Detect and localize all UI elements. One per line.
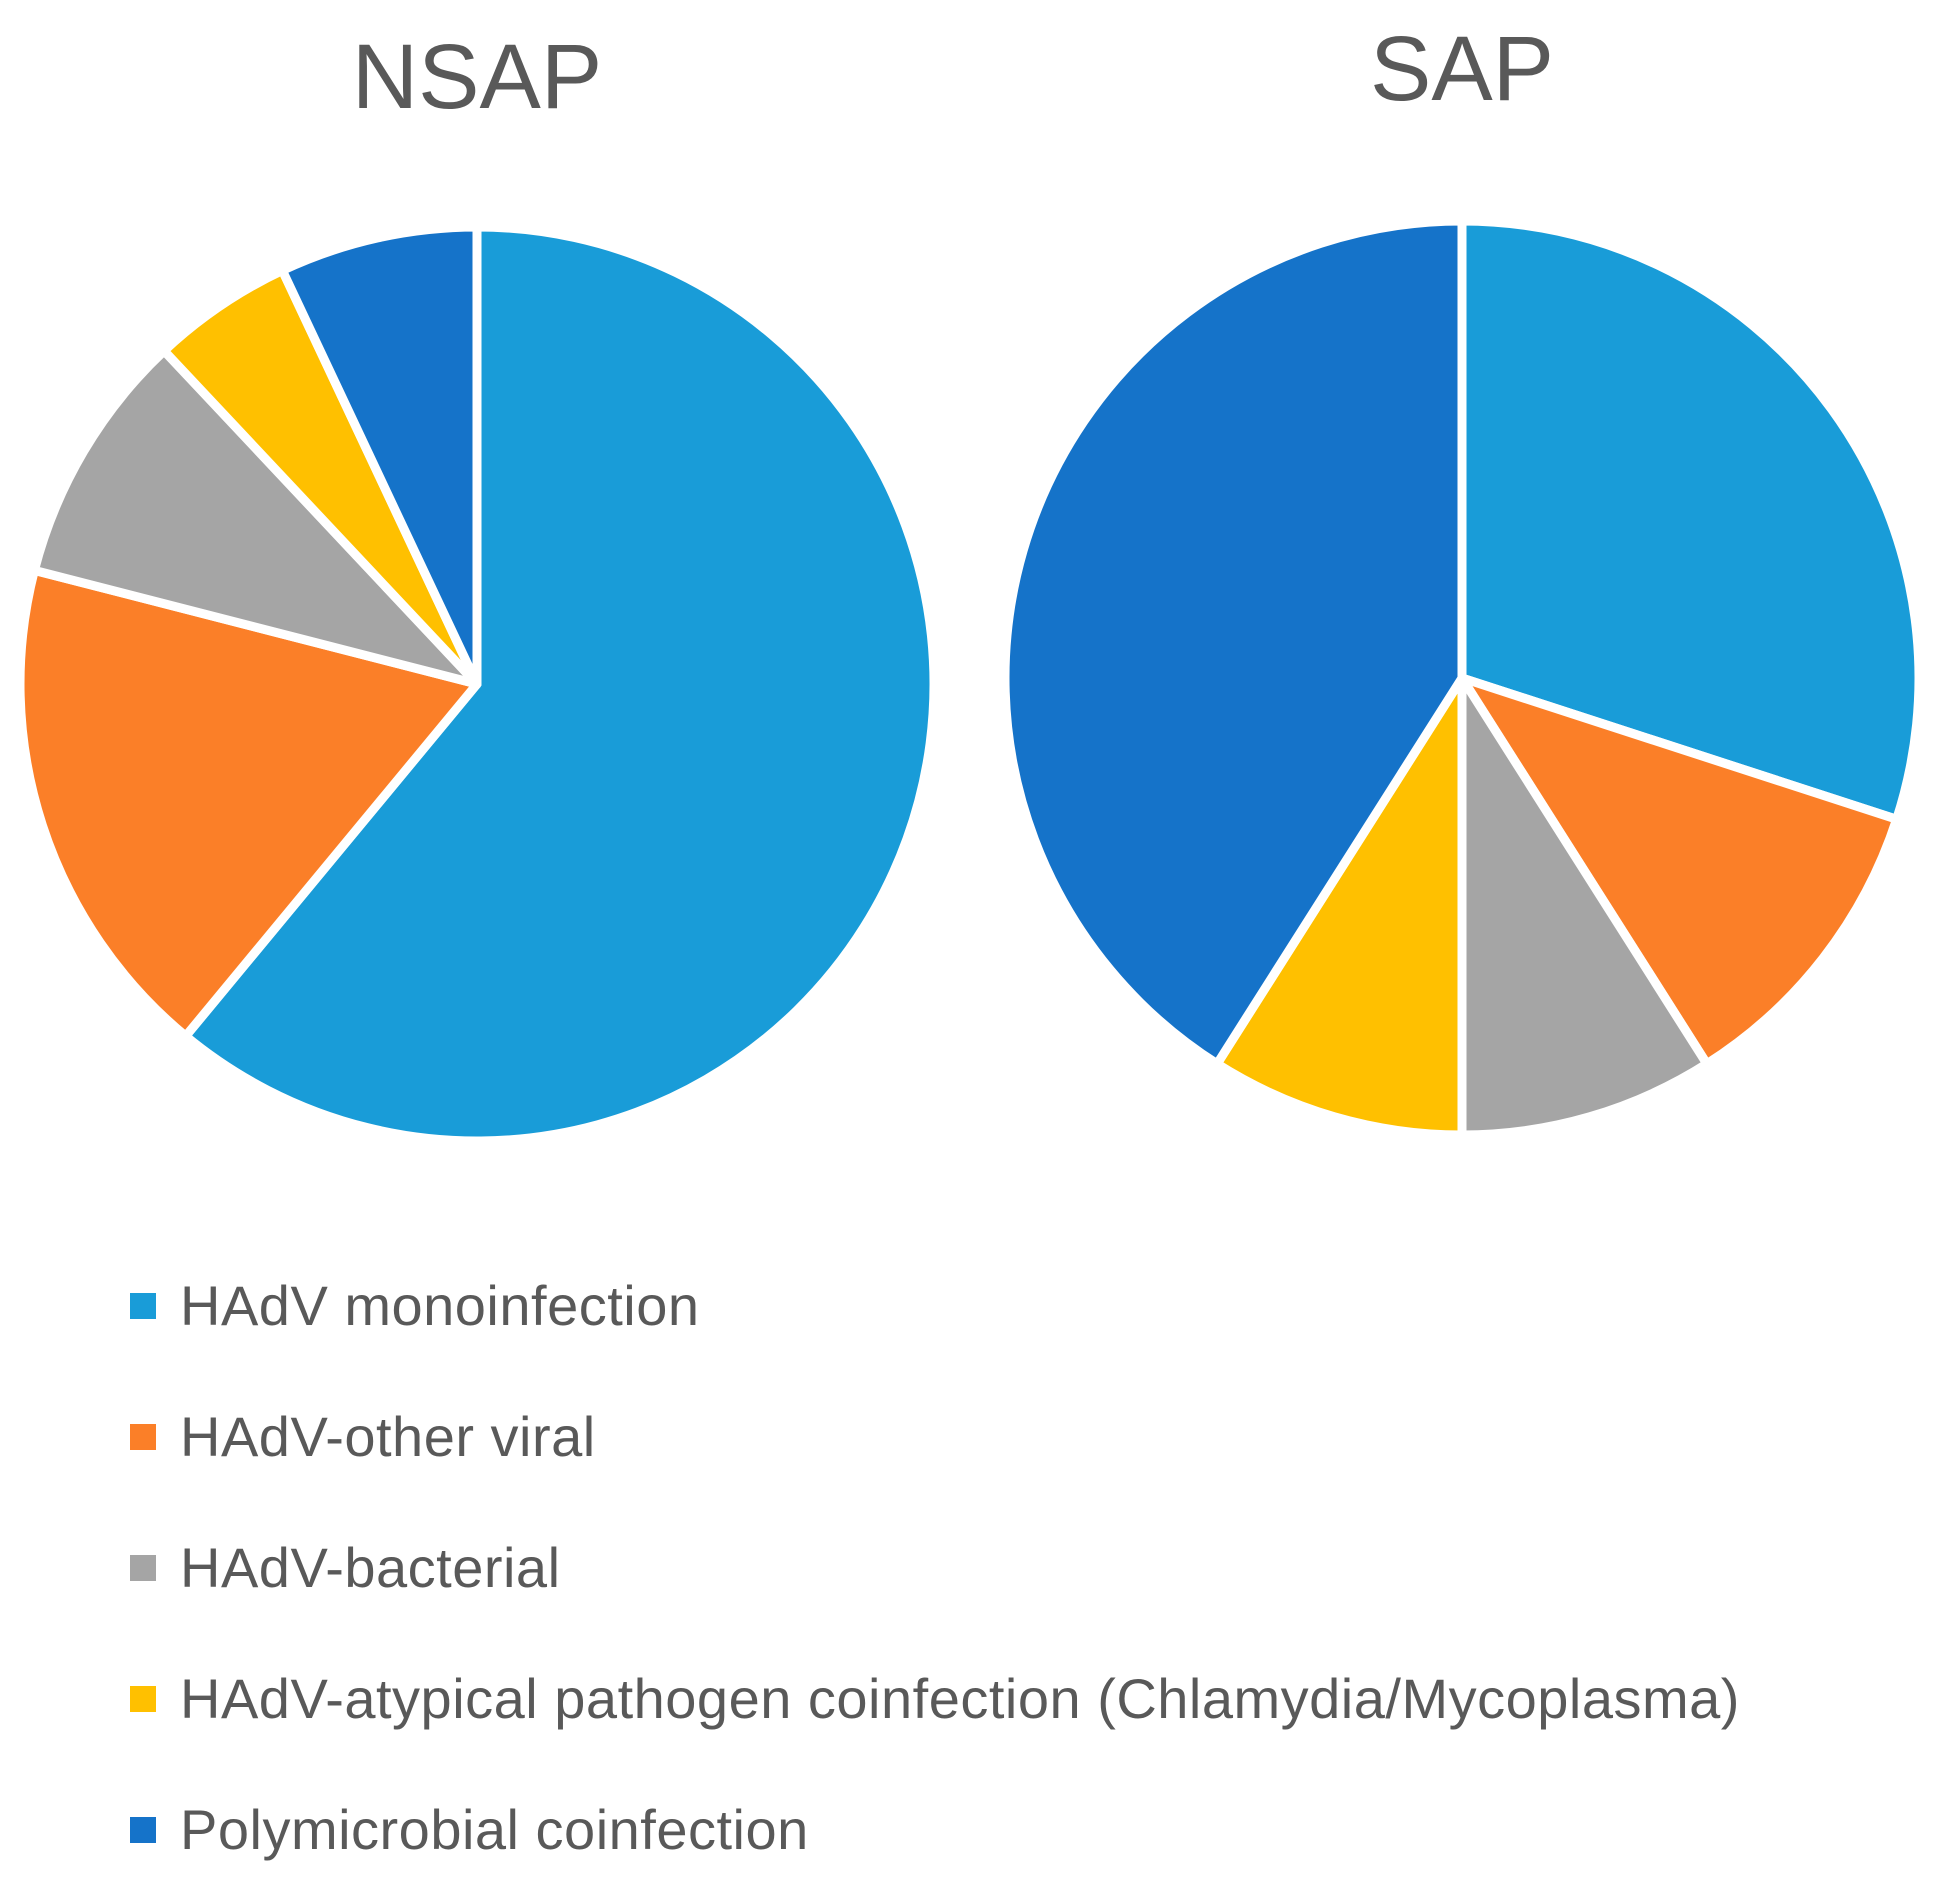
legend-swatch bbox=[130, 1292, 156, 1319]
sap-slice-hadv-atypical-pathogen-coinfection-chlamydia-mycoplasma[interactable] bbox=[1212, 673, 1467, 1140]
sap-slice-polymicrobial-coinfection[interactable] bbox=[1000, 216, 1467, 1069]
legend-label: HAdV-atypical pathogen coinfection (Chla… bbox=[180, 1667, 1740, 1730]
nsap-slice-hadv-monoinfection[interactable] bbox=[181, 222, 939, 1146]
nsap-pie: NSAP bbox=[15, 26, 939, 1146]
legend-item-hadv-bacterial[interactable]: HAdV-bacterial bbox=[130, 1502, 1740, 1633]
legend-swatch bbox=[130, 1685, 156, 1712]
sap-title: SAP bbox=[1370, 18, 1554, 120]
sap-slice-hadv-monoinfection[interactable] bbox=[1457, 216, 1924, 824]
nsap-slice-polymicrobial-coinfection[interactable] bbox=[277, 222, 482, 689]
legend-label: HAdV monoinfection bbox=[180, 1274, 700, 1337]
legend-item-hadv-other-viral[interactable]: HAdV-other viral bbox=[130, 1371, 1740, 1502]
sap-slices bbox=[1000, 216, 1924, 1140]
nsap-title: NSAP bbox=[352, 26, 603, 128]
legend-swatch bbox=[130, 1423, 156, 1450]
legend-label: Polymicrobial coinfection bbox=[180, 1798, 809, 1861]
sap-slice-hadv-other-viral[interactable] bbox=[1457, 673, 1902, 1069]
legend-swatch bbox=[130, 1554, 156, 1581]
legend-label: HAdV-bacterial bbox=[180, 1536, 561, 1599]
sap-pie: SAP bbox=[1000, 18, 1924, 1140]
legend-item-hadv-monoinfection[interactable]: HAdV monoinfection bbox=[130, 1240, 1740, 1371]
legend-item-polymicrobial-coinfection[interactable]: Polymicrobial coinfection bbox=[130, 1764, 1740, 1895]
chart-legend: HAdV monoinfection HAdV-other viral HAdV… bbox=[130, 1240, 1740, 1895]
nsap-slices bbox=[15, 222, 939, 1146]
sap-slice-hadv-bacterial[interactable] bbox=[1457, 673, 1712, 1140]
nsap-slice-hadv-other-viral[interactable] bbox=[15, 565, 482, 1041]
legend-label: HAdV-other viral bbox=[180, 1405, 596, 1468]
legend-item-hadv-atypical-pathogen[interactable]: HAdV-atypical pathogen coinfection (Chla… bbox=[130, 1633, 1740, 1764]
pie-charts: NSAP SAP bbox=[15, 18, 1924, 1146]
nsap-slice-hadv-bacterial[interactable] bbox=[29, 346, 482, 689]
legend-swatch bbox=[130, 1816, 156, 1843]
